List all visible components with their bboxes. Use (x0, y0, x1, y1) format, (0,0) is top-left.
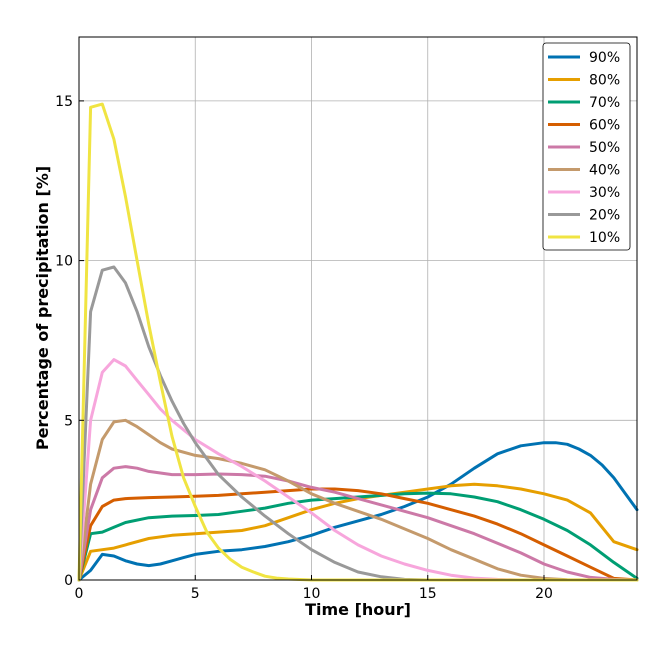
legend-label: 60% (589, 118, 620, 134)
y-tick-label: 0 (64, 573, 73, 589)
series-line-50pct (77, 465, 639, 582)
series-lines (77, 102, 639, 582)
plot-frame (78, 36, 638, 581)
legend-label: 40% (589, 163, 620, 179)
x-axis-title: Time [hour] (305, 600, 411, 619)
x-tick-label: 0 (75, 586, 84, 602)
x-tick-label: 5 (191, 586, 200, 602)
x-tick-label: 15 (419, 586, 437, 602)
series-line-40pct (77, 418, 639, 582)
x-tick-label: 20 (535, 586, 553, 602)
legend-label: 10% (589, 230, 620, 246)
series-line-90pct (77, 441, 639, 582)
axis-ticks: 0 5 10 15 20 0 5 10 15 (55, 94, 553, 602)
legend-label: 70% (589, 95, 620, 111)
legend-label: 80% (589, 73, 620, 89)
legend: 90% 80% 70% 60% 50% 40% 30% 20% 10% (542, 42, 631, 251)
y-axis-title: Percentage of precipitation [%] (33, 166, 52, 450)
y-tick-label: 15 (55, 94, 73, 110)
series-line-60pct (77, 487, 639, 582)
y-tick-label: 10 (55, 254, 73, 270)
legend-label: 20% (589, 208, 620, 224)
y-tick-label: 5 (64, 413, 73, 429)
legend-label: 30% (589, 185, 620, 201)
series-line-70pct (77, 491, 639, 582)
legend-frame (542, 42, 631, 251)
legend-label: 50% (589, 140, 620, 156)
x-tick-label: 10 (303, 586, 321, 602)
legend-label: 90% (589, 50, 620, 66)
